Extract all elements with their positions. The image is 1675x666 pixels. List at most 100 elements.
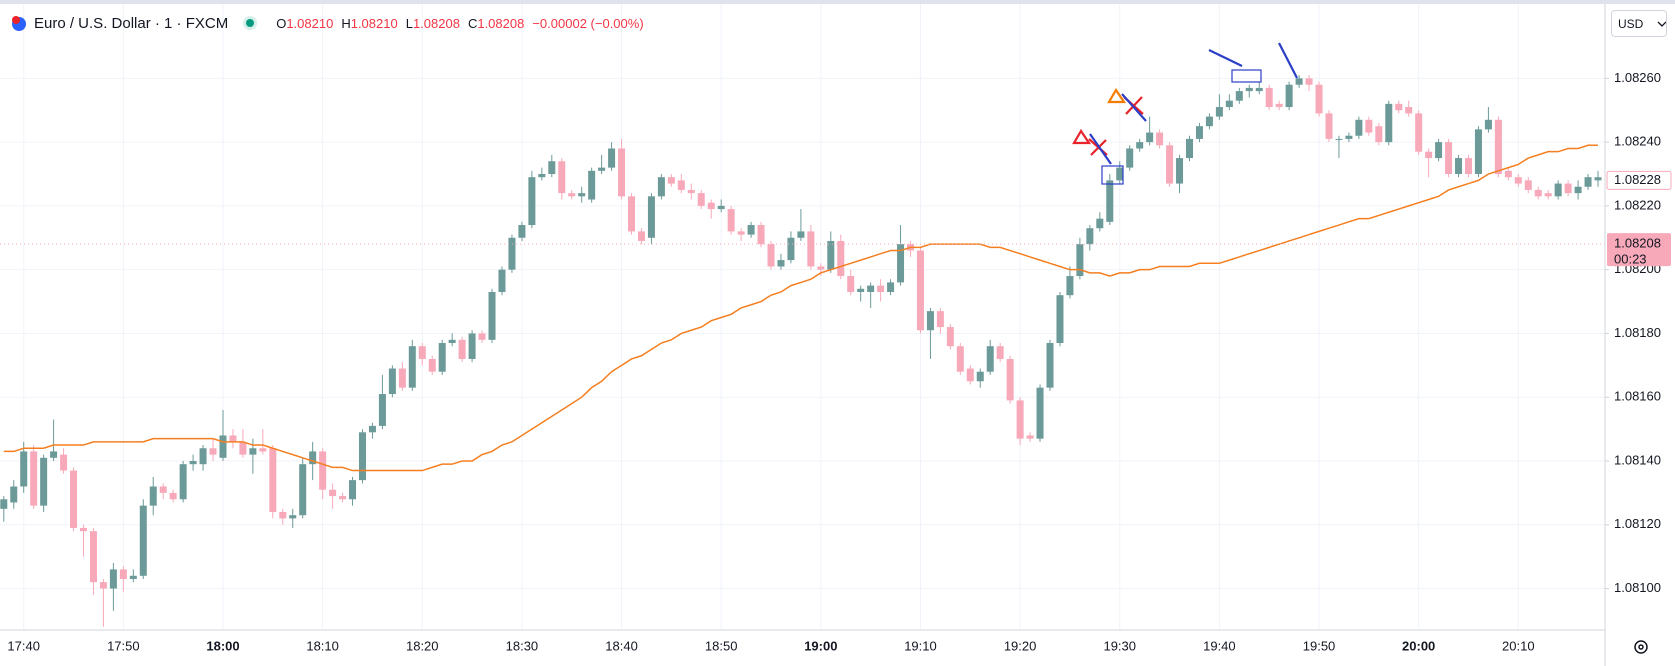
x-tick-label: 18:20	[406, 638, 439, 653]
ohlc-key: L	[405, 15, 413, 31]
triangle-marker	[1107, 87, 1127, 104]
candle-body	[1325, 113, 1333, 139]
y-tick-label: 1.08160	[1614, 389, 1661, 404]
trend-line	[1089, 133, 1112, 165]
candle-body	[777, 260, 785, 267]
candle-body	[857, 288, 865, 292]
price-change: −0.00002 (−0.00%)	[532, 15, 644, 31]
candle-body	[1136, 142, 1144, 149]
candle-body	[219, 435, 227, 458]
candle-body	[1455, 158, 1463, 175]
candle-body	[1415, 113, 1423, 152]
candle-body	[1594, 177, 1602, 181]
x-tick-label: 18:30	[506, 638, 539, 653]
candle-body	[1514, 177, 1522, 184]
symbol-legend: Euro / U.S. Dollar · 1 · FXCM O 1.08210 H…	[10, 12, 644, 34]
y-tick-label: 1.08120	[1614, 516, 1661, 531]
x-tick-label: 18:10	[306, 638, 339, 653]
ohlc-value: 1.08210	[286, 15, 334, 31]
candle-body	[966, 368, 974, 382]
candle-body	[179, 464, 187, 500]
candle-body	[1006, 358, 1014, 401]
candle-body	[996, 346, 1004, 359]
range-box	[1101, 165, 1124, 185]
candle-body	[229, 435, 237, 442]
x-tick-label: 18:00	[206, 638, 239, 653]
candle-body	[1016, 400, 1024, 439]
candle-body	[1435, 142, 1443, 159]
candle-body	[677, 180, 685, 190]
x-tick-label: 19:20	[1004, 638, 1037, 653]
candle-body	[249, 448, 257, 455]
candle-body	[438, 343, 446, 372]
candle-body	[139, 505, 147, 576]
trend-line	[1278, 42, 1298, 79]
candle-body	[807, 231, 815, 267]
candle-body	[368, 425, 376, 433]
candle-body	[1554, 183, 1562, 197]
last-close-box	[1606, 170, 1672, 190]
market-status[interactable]	[240, 14, 260, 32]
candle-body	[1534, 189, 1542, 197]
triangle-marker	[1072, 128, 1092, 145]
candle-body	[647, 196, 655, 238]
candle-body	[1215, 107, 1223, 117]
candle-body	[877, 285, 885, 292]
candle-body	[209, 448, 217, 455]
x-tick-label: 19:40	[1203, 638, 1236, 653]
x-tick-label: 19:10	[904, 638, 937, 653]
candle-body	[1564, 183, 1572, 194]
candle-body	[538, 174, 546, 178]
candle-body	[1275, 103, 1283, 108]
candle-body	[1335, 138, 1343, 140]
candle-body	[20, 451, 28, 487]
candle-body	[1036, 387, 1044, 439]
market-status-dot	[246, 19, 255, 27]
x-tick-label: 19:00	[804, 638, 837, 653]
candle-body	[1026, 435, 1034, 439]
candle-body	[717, 205, 725, 210]
trend-line	[1121, 93, 1147, 122]
current-price-box	[1607, 233, 1671, 267]
currency-selector[interactable]: USD	[1611, 10, 1667, 37]
dropdown-chevron	[1657, 21, 1666, 27]
candle-body	[757, 225, 765, 245]
candle-body	[697, 193, 705, 206]
ohlc-value: 1.08210	[350, 15, 398, 31]
range-box	[1231, 69, 1262, 83]
symbol-icon-flag	[12, 16, 20, 24]
settings-icon[interactable]	[1634, 640, 1648, 654]
candle-body	[976, 371, 984, 382]
candle-body	[1355, 119, 1363, 136]
candle-body	[1574, 186, 1582, 194]
candle-body	[1106, 180, 1114, 222]
candle-body	[30, 451, 38, 506]
candle-body	[1295, 78, 1303, 85]
candle-body	[956, 346, 964, 372]
candle-body	[478, 333, 486, 340]
currency-label: USD	[1618, 16, 1644, 31]
candle-body	[598, 167, 606, 171]
grid	[0, 4, 1605, 630]
candle-body	[149, 486, 157, 506]
candle-body	[189, 460, 197, 465]
candle-body	[1205, 116, 1213, 127]
candle-body	[299, 464, 307, 516]
candle-body	[1425, 151, 1433, 159]
candle-body	[518, 225, 526, 238]
candle-body	[1365, 119, 1373, 133]
candle-body	[79, 527, 87, 532]
candle-body	[558, 161, 566, 194]
candle-body	[787, 237, 795, 261]
trend-line	[1208, 49, 1243, 67]
x-tick-label: 17:40	[7, 638, 40, 653]
candle-body	[159, 486, 167, 493]
settings-button[interactable]	[1634, 640, 1648, 654]
plot-area	[0, 75, 1605, 627]
candle-body	[1285, 84, 1293, 108]
candle-body	[169, 492, 177, 500]
candle-body	[707, 202, 715, 210]
symbol-title[interactable]: Euro / U.S. Dollar · 1 · FXCM	[34, 14, 229, 32]
candle-body	[378, 394, 386, 426]
